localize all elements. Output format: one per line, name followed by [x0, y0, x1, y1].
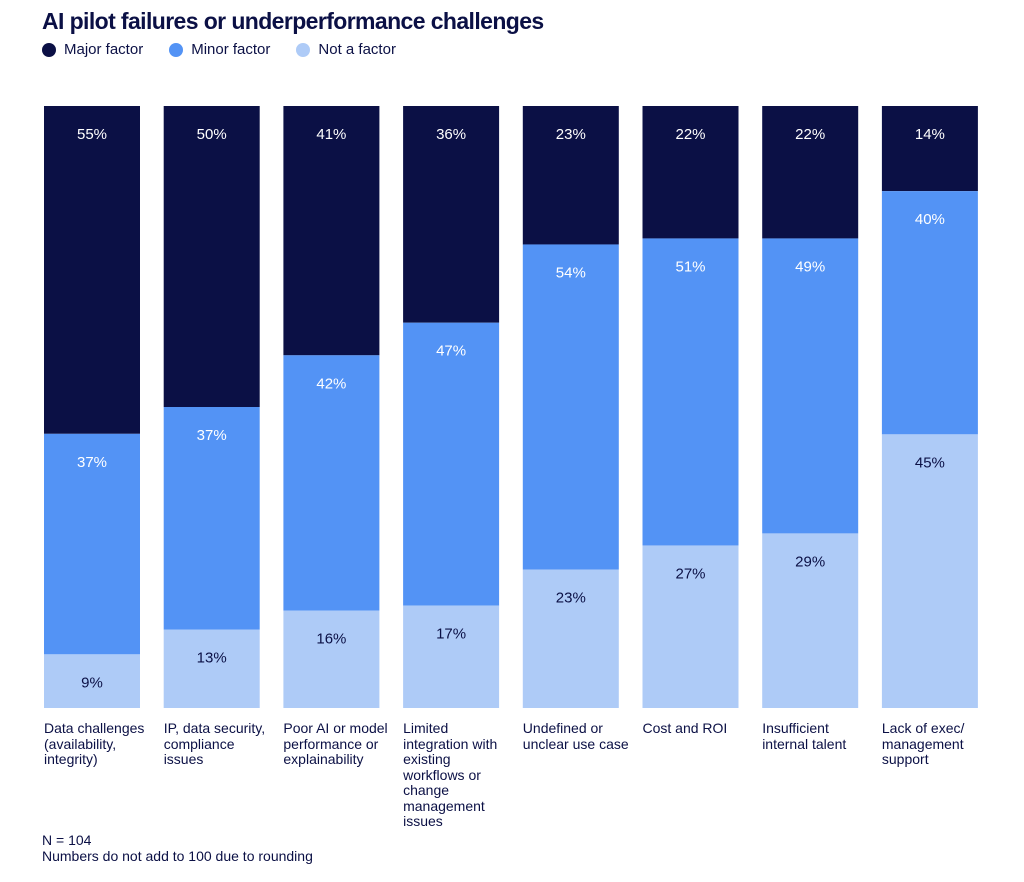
bar-segment-major-2	[163, 106, 260, 407]
value-label-minor-6: 51%	[675, 258, 705, 275]
value-label-not-2: 13%	[197, 650, 227, 667]
chart-title: AI pilot failures or underperformance ch…	[42, 8, 544, 34]
category-label-8: Lack of exec/ management support	[881, 720, 965, 767]
bar-segment-major-8	[881, 106, 978, 192]
value-label-major-2: 50%	[197, 126, 227, 143]
footnote-note: Numbers do not add to 100 due to roundin…	[42, 848, 313, 864]
value-label-major-1: 55%	[77, 126, 107, 143]
footnote-n: N = 104	[42, 832, 92, 848]
value-label-not-8: 45%	[915, 454, 945, 471]
legend-label-major: Major factor	[64, 41, 144, 58]
bar-segment-major-7	[762, 106, 859, 239]
value-label-not-6: 27%	[675, 565, 705, 582]
bar-segment-not-2	[163, 629, 260, 708]
bar-segment-not-3	[283, 610, 380, 708]
category-label-6: Cost and ROI	[642, 720, 728, 736]
bar-segment-not-5	[522, 569, 619, 708]
legend-item-major: Major factor	[42, 41, 143, 58]
value-label-major-8: 14%	[915, 126, 945, 143]
value-label-not-5: 23%	[556, 590, 586, 607]
category-label-3: Poor AI or model performance or explaina…	[283, 720, 388, 767]
bar-segment-not-6	[642, 545, 739, 708]
bar-segment-minor-3	[283, 355, 380, 611]
value-label-not-1: 9%	[81, 674, 103, 691]
legend-swatch-major	[42, 42, 56, 57]
bar-segment-not-8	[881, 434, 978, 708]
bar-segment-not-1	[44, 654, 140, 708]
value-label-not-3: 16%	[316, 631, 346, 648]
value-label-major-6: 22%	[675, 126, 705, 143]
category-label-1: Data challenges (availability, integrity…	[44, 720, 145, 767]
value-label-minor-5: 54%	[556, 264, 586, 281]
value-label-major-4: 36%	[436, 126, 466, 143]
bar-segment-not-4	[403, 605, 500, 708]
legend-swatch-not	[296, 42, 311, 57]
value-label-major-5: 23%	[556, 126, 586, 143]
bar-segment-major-5	[522, 106, 619, 245]
bar-segment-major-3	[283, 106, 380, 356]
value-label-minor-2: 37%	[197, 427, 227, 444]
bar-segment-major-1	[44, 106, 140, 434]
bar-segment-minor-8	[881, 191, 978, 435]
value-label-not-4: 17%	[436, 626, 466, 643]
legend: Major factor Minor factor Not a factor	[42, 41, 422, 58]
value-label-major-3: 41%	[316, 126, 346, 143]
bar-segment-minor-7	[762, 238, 859, 534]
category-label-5: Undefined or unclear use case	[522, 720, 629, 752]
bar-segment-major-6	[642, 106, 739, 239]
legend-label-minor: Minor factor	[191, 41, 271, 58]
bar-segment-not-7	[762, 533, 859, 708]
bar-segment-minor-2	[163, 407, 260, 630]
value-label-minor-7: 49%	[795, 258, 825, 275]
bar-segment-minor-6	[642, 238, 739, 546]
value-label-major-7: 22%	[795, 126, 825, 143]
footnote: N = 104 Numbers do not add to 100 due to…	[42, 832, 313, 864]
category-label-2: IP, data security, compliance issues	[163, 720, 266, 767]
category-label-7: Insufficient internal talent	[762, 720, 847, 752]
value-label-minor-4: 47%	[436, 343, 466, 360]
bar-segment-minor-5	[522, 244, 619, 570]
value-label-minor-8: 40%	[915, 211, 945, 228]
bar-segment-minor-4	[403, 322, 500, 606]
category-label-4: Limited integration with existing workfl…	[403, 720, 498, 829]
legend-item-not: Not a factor	[296, 41, 396, 58]
value-label-not-7: 29%	[795, 553, 825, 570]
value-label-minor-1: 37%	[77, 454, 107, 471]
legend-swatch-minor	[169, 42, 184, 57]
value-label-minor-3: 42%	[316, 375, 346, 392]
legend-item-minor: Minor factor	[169, 41, 270, 58]
bar-segment-major-4	[403, 106, 500, 323]
legend-label-not: Not a factor	[318, 41, 396, 58]
bar-segment-minor-1	[44, 433, 140, 655]
